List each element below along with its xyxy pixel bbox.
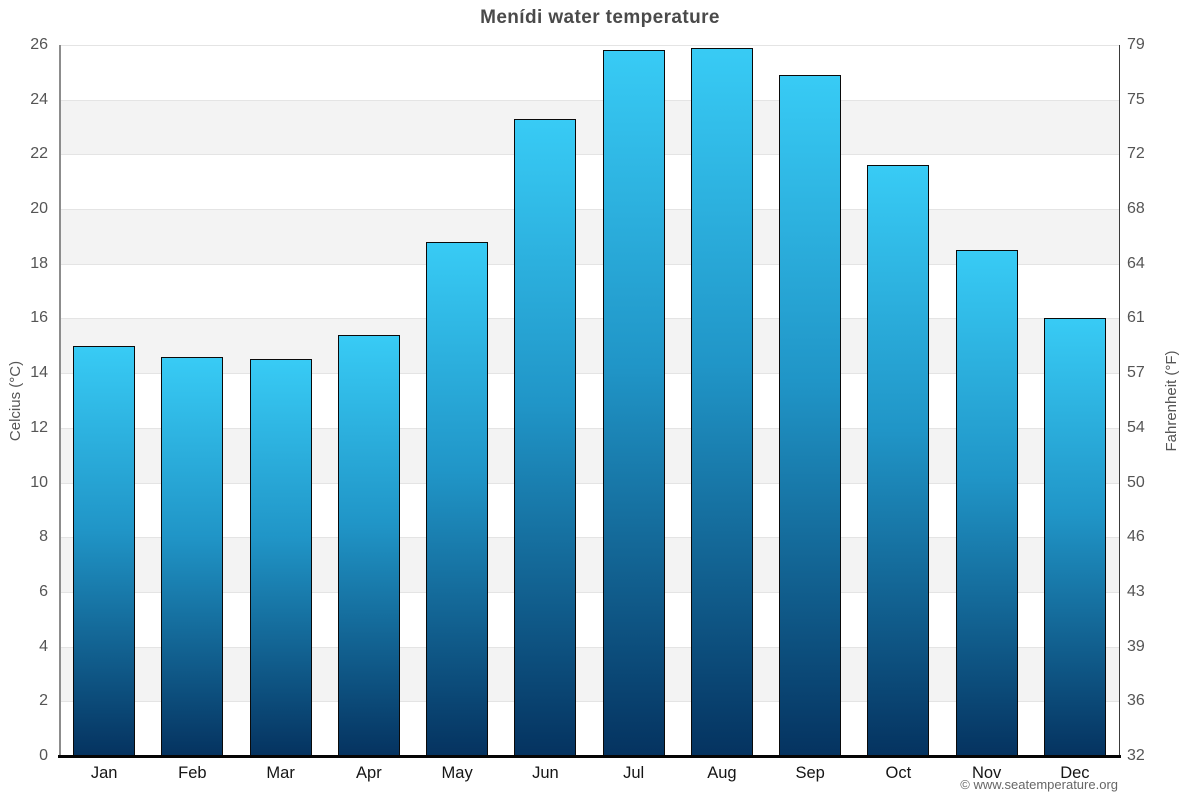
y-tick-label-fahrenheit: 75	[1127, 90, 1145, 108]
y-tick-label-fahrenheit: 43	[1127, 582, 1145, 600]
y-tick-label-celsius: 18	[30, 254, 48, 272]
y-tick-label-fahrenheit: 68	[1127, 200, 1145, 218]
y-tick-label-fahrenheit: 72	[1127, 145, 1145, 163]
y-tick-label-celsius: 10	[30, 473, 48, 491]
y-tick-label-celsius: 2	[39, 692, 48, 710]
grid-band	[60, 646, 1119, 702]
x-axis-line	[58, 754, 1121, 758]
x-tick-label-jun: Jun	[532, 764, 559, 782]
gridline	[60, 701, 1119, 703]
gridline	[60, 537, 1119, 539]
x-tick-label-feb: Feb	[178, 764, 207, 782]
gridline	[60, 263, 1119, 265]
gridline	[60, 427, 1119, 429]
bar-jun[interactable]	[514, 118, 577, 756]
y-tick-label-fahrenheit: 79	[1127, 36, 1145, 53]
y-tick-label-fahrenheit: 50	[1127, 473, 1145, 491]
y-tick-label-fahrenheit: 64	[1127, 254, 1145, 272]
x-tick-label-sep: Sep	[795, 764, 825, 782]
gridline	[60, 154, 1119, 156]
bar-may[interactable]	[426, 241, 489, 756]
x-tick-label-mar: Mar	[266, 764, 295, 782]
gridline	[60, 482, 1119, 484]
x-tick-label-oct: Oct	[885, 764, 912, 782]
y-axis-line-right	[1118, 45, 1120, 757]
y-tick-label-celsius: 12	[30, 418, 48, 436]
y-tick-label-celsius: 6	[39, 582, 48, 600]
y-axis-title-fahrenheit: Fahrenheit (°F)	[1163, 350, 1180, 452]
grid-band	[60, 209, 1119, 264]
x-tick-label-nov: Nov	[971, 764, 1002, 782]
bar-dec[interactable]	[1043, 318, 1106, 756]
gridline	[60, 209, 1119, 211]
y-tick-label-fahrenheit: 61	[1127, 309, 1145, 327]
copyright-footer[interactable]: © www.seatemperature.org	[960, 777, 1118, 792]
bar-feb[interactable]	[161, 356, 224, 756]
bar-nov[interactable]	[955, 250, 1018, 756]
grid-band	[60, 318, 1119, 374]
x-tick-label-dec: Dec	[1060, 764, 1090, 782]
chart-title: Menídi water temperature	[480, 7, 720, 28]
plot-area	[60, 45, 1119, 757]
y-tick-label-celsius: 22	[30, 145, 48, 163]
gridline	[60, 99, 1119, 101]
y-tick-label-celsius: 4	[39, 637, 48, 655]
x-tick-label-apr: Apr	[356, 764, 382, 782]
x-tick-label-jul: Jul	[623, 764, 645, 782]
y-axis-title-celsius: Celcius (°C)	[7, 360, 24, 442]
y-tick-label-celsius: 8	[39, 528, 48, 546]
bar-aug[interactable]	[690, 47, 753, 756]
y-tick-label-celsius: 20	[30, 200, 48, 218]
bar-jan[interactable]	[73, 345, 136, 756]
bar-mar[interactable]	[249, 359, 312, 756]
y-tick-label-celsius: 24	[30, 90, 48, 108]
gridline	[60, 318, 1119, 320]
grid-band	[60, 537, 1119, 592]
gridline	[60, 45, 1119, 46]
x-tick-label-aug: Aug	[707, 764, 737, 782]
y-tick-label-celsius: 16	[30, 309, 48, 327]
y-axis-line-left	[59, 45, 61, 757]
y-tick-label-fahrenheit: 39	[1127, 637, 1145, 655]
bar-apr[interactable]	[337, 334, 400, 756]
y-tick-label-celsius: 14	[30, 364, 48, 382]
y-tick-label-fahrenheit: 36	[1127, 692, 1145, 710]
bar-sep[interactable]	[779, 75, 842, 756]
y-tick-label-celsius: 26	[30, 36, 48, 53]
y-tick-label-celsius: 0	[39, 747, 48, 764]
y-tick-label-fahrenheit: 32	[1127, 747, 1145, 764]
gridline	[60, 591, 1119, 593]
y-tick-label-fahrenheit: 46	[1127, 528, 1145, 546]
x-tick-label-may: May	[441, 764, 473, 782]
grid-band	[60, 99, 1119, 155]
y-tick-label-fahrenheit: 57	[1127, 364, 1145, 382]
grid-band	[60, 427, 1119, 483]
x-tick-label-jan: Jan	[90, 764, 118, 782]
gridline	[60, 373, 1119, 375]
bar-oct[interactable]	[867, 165, 930, 756]
gridline	[60, 646, 1119, 648]
bar-jul[interactable]	[602, 50, 665, 756]
y-tick-label-fahrenheit: 54	[1127, 418, 1145, 436]
